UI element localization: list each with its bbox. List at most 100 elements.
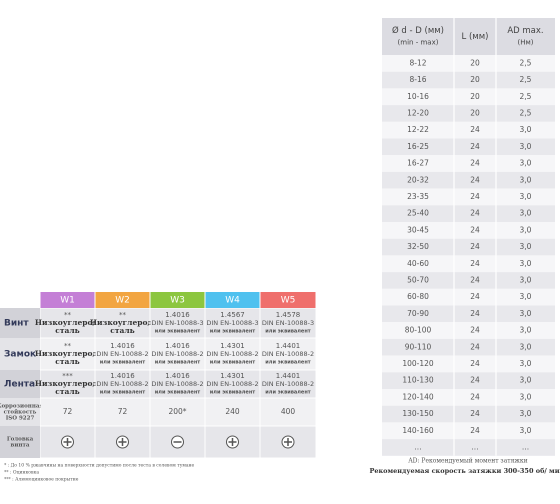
cell-text: 130-150: [402, 409, 434, 418]
cell-text: Низкоуглерод.: [35, 379, 100, 388]
cell-text: 8-16: [409, 75, 426, 84]
row-bg: [382, 171, 555, 189]
cell-text: 24: [470, 409, 480, 418]
column-header: W5: [281, 296, 296, 306]
column-header: (Нм): [517, 39, 533, 47]
row-bg: [382, 272, 555, 289]
row-label-cell: [0, 338, 40, 370]
cell-text: 24: [470, 359, 480, 368]
row-bg: [382, 222, 555, 239]
cell-text: 3,0: [520, 242, 532, 251]
cell-text: 72: [118, 407, 128, 416]
cell-text: 20: [470, 58, 480, 67]
row-label: Лента: [4, 380, 35, 390]
cell-text: 1.4578: [276, 311, 301, 319]
cell-text: DIN EN-10088-2: [151, 350, 203, 358]
cell-text: 2,5: [520, 108, 532, 117]
cell-text: или эквивалент: [210, 360, 255, 366]
footnote: *** : Алюмоцинковое покрытие: [4, 477, 79, 483]
cell-text: 25-40: [407, 209, 429, 218]
cell-text: или эквивалент: [100, 360, 145, 366]
cell-text: 1.4016: [110, 372, 135, 380]
cell: [205, 308, 260, 338]
cell-text: 3,0: [520, 292, 532, 301]
row-bg: [382, 288, 555, 306]
cell-text: 3,0: [520, 175, 532, 184]
cell-text: 24: [470, 275, 480, 284]
cell-text: 1.4401: [276, 372, 301, 380]
cell: [260, 398, 316, 426]
row-bg: [382, 188, 555, 206]
cell-text: 3,0: [520, 359, 532, 368]
row-label: винта: [11, 443, 30, 449]
cell-text: ***: [62, 372, 73, 380]
cell-text: сталь: [110, 326, 134, 335]
cell-text: 1.4016: [165, 342, 190, 350]
cell-text: 80-100: [405, 326, 432, 335]
cell-text: 3,0: [520, 192, 532, 201]
footnote: AD: Рекомендуемый момент затяжки: [407, 458, 527, 465]
cell: [95, 370, 150, 398]
column-header: (min - max): [398, 39, 439, 47]
cell-text: или эквивалент: [155, 329, 200, 335]
cell-text: 10-16: [407, 92, 429, 101]
cell-text: 1.4301: [220, 372, 245, 380]
cell-text: Низкоуглерод.: [90, 318, 155, 327]
cell-text: 16-27: [407, 159, 429, 168]
row-label-cell: [0, 426, 40, 458]
row-label: ISO 9227: [6, 416, 35, 422]
row-label: Коррозионная: [0, 404, 43, 410]
row-label: Головка: [7, 437, 34, 443]
cell-text: **: [119, 311, 127, 319]
cell-text: 90-110: [405, 342, 432, 351]
cell-text: 1.4016: [165, 372, 190, 380]
cell-text: 1.4401: [276, 342, 301, 350]
cell-text: 24: [470, 225, 480, 234]
cell-text: 1.4016: [110, 342, 135, 350]
cell-text: Низкоуглерод.: [35, 318, 100, 327]
cell-text: 3,0: [520, 309, 532, 318]
cell-text: 70-90: [407, 309, 429, 318]
cell-text: или эквивалент: [265, 360, 310, 366]
column-header: W2: [115, 296, 130, 306]
cell: [40, 338, 95, 370]
cell: [150, 338, 205, 370]
cell-text: сталь: [55, 326, 79, 335]
screw-head-icon: [171, 435, 184, 449]
cell-text: 60-80: [407, 292, 429, 301]
column-header: W1: [60, 296, 75, 306]
cell-text: DIN EN-10088-3: [262, 319, 314, 327]
cell-text: 40-60: [407, 259, 429, 268]
cell-text: 8-12: [409, 58, 426, 67]
cell-text: ...: [471, 442, 478, 451]
cell-text: 24: [470, 242, 480, 251]
screw-head-icon: [226, 435, 239, 449]
cell-text: 24: [470, 175, 480, 184]
cell-text: 2,5: [520, 58, 532, 67]
row-bg: [382, 305, 555, 323]
cell-text: сталь: [55, 387, 79, 396]
cell-text: 30-45: [407, 225, 429, 234]
cell: [95, 398, 150, 426]
cell: [150, 308, 205, 338]
row-bg: [382, 372, 555, 389]
row-bg: [382, 71, 555, 89]
cell: [260, 338, 316, 370]
row-bg: [382, 322, 555, 339]
cell-text: 3,0: [520, 159, 532, 168]
cell-text: 24: [470, 125, 480, 134]
row-bg: [382, 155, 555, 172]
row-label: стойкость: [4, 409, 37, 416]
cell-text: 2,5: [520, 92, 532, 101]
cell-text: 3,0: [520, 342, 532, 351]
row-bg: [382, 422, 555, 440]
cell-text: 2,5: [520, 75, 532, 84]
cell-text: 24: [470, 259, 480, 268]
column-header-cell: [150, 292, 205, 308]
cell-text: или эквивалент: [155, 390, 200, 396]
cell: [40, 370, 95, 398]
cell-text: сталь: [55, 357, 79, 366]
cell-text: 200*: [168, 407, 186, 416]
cell-text: 20: [470, 92, 480, 101]
